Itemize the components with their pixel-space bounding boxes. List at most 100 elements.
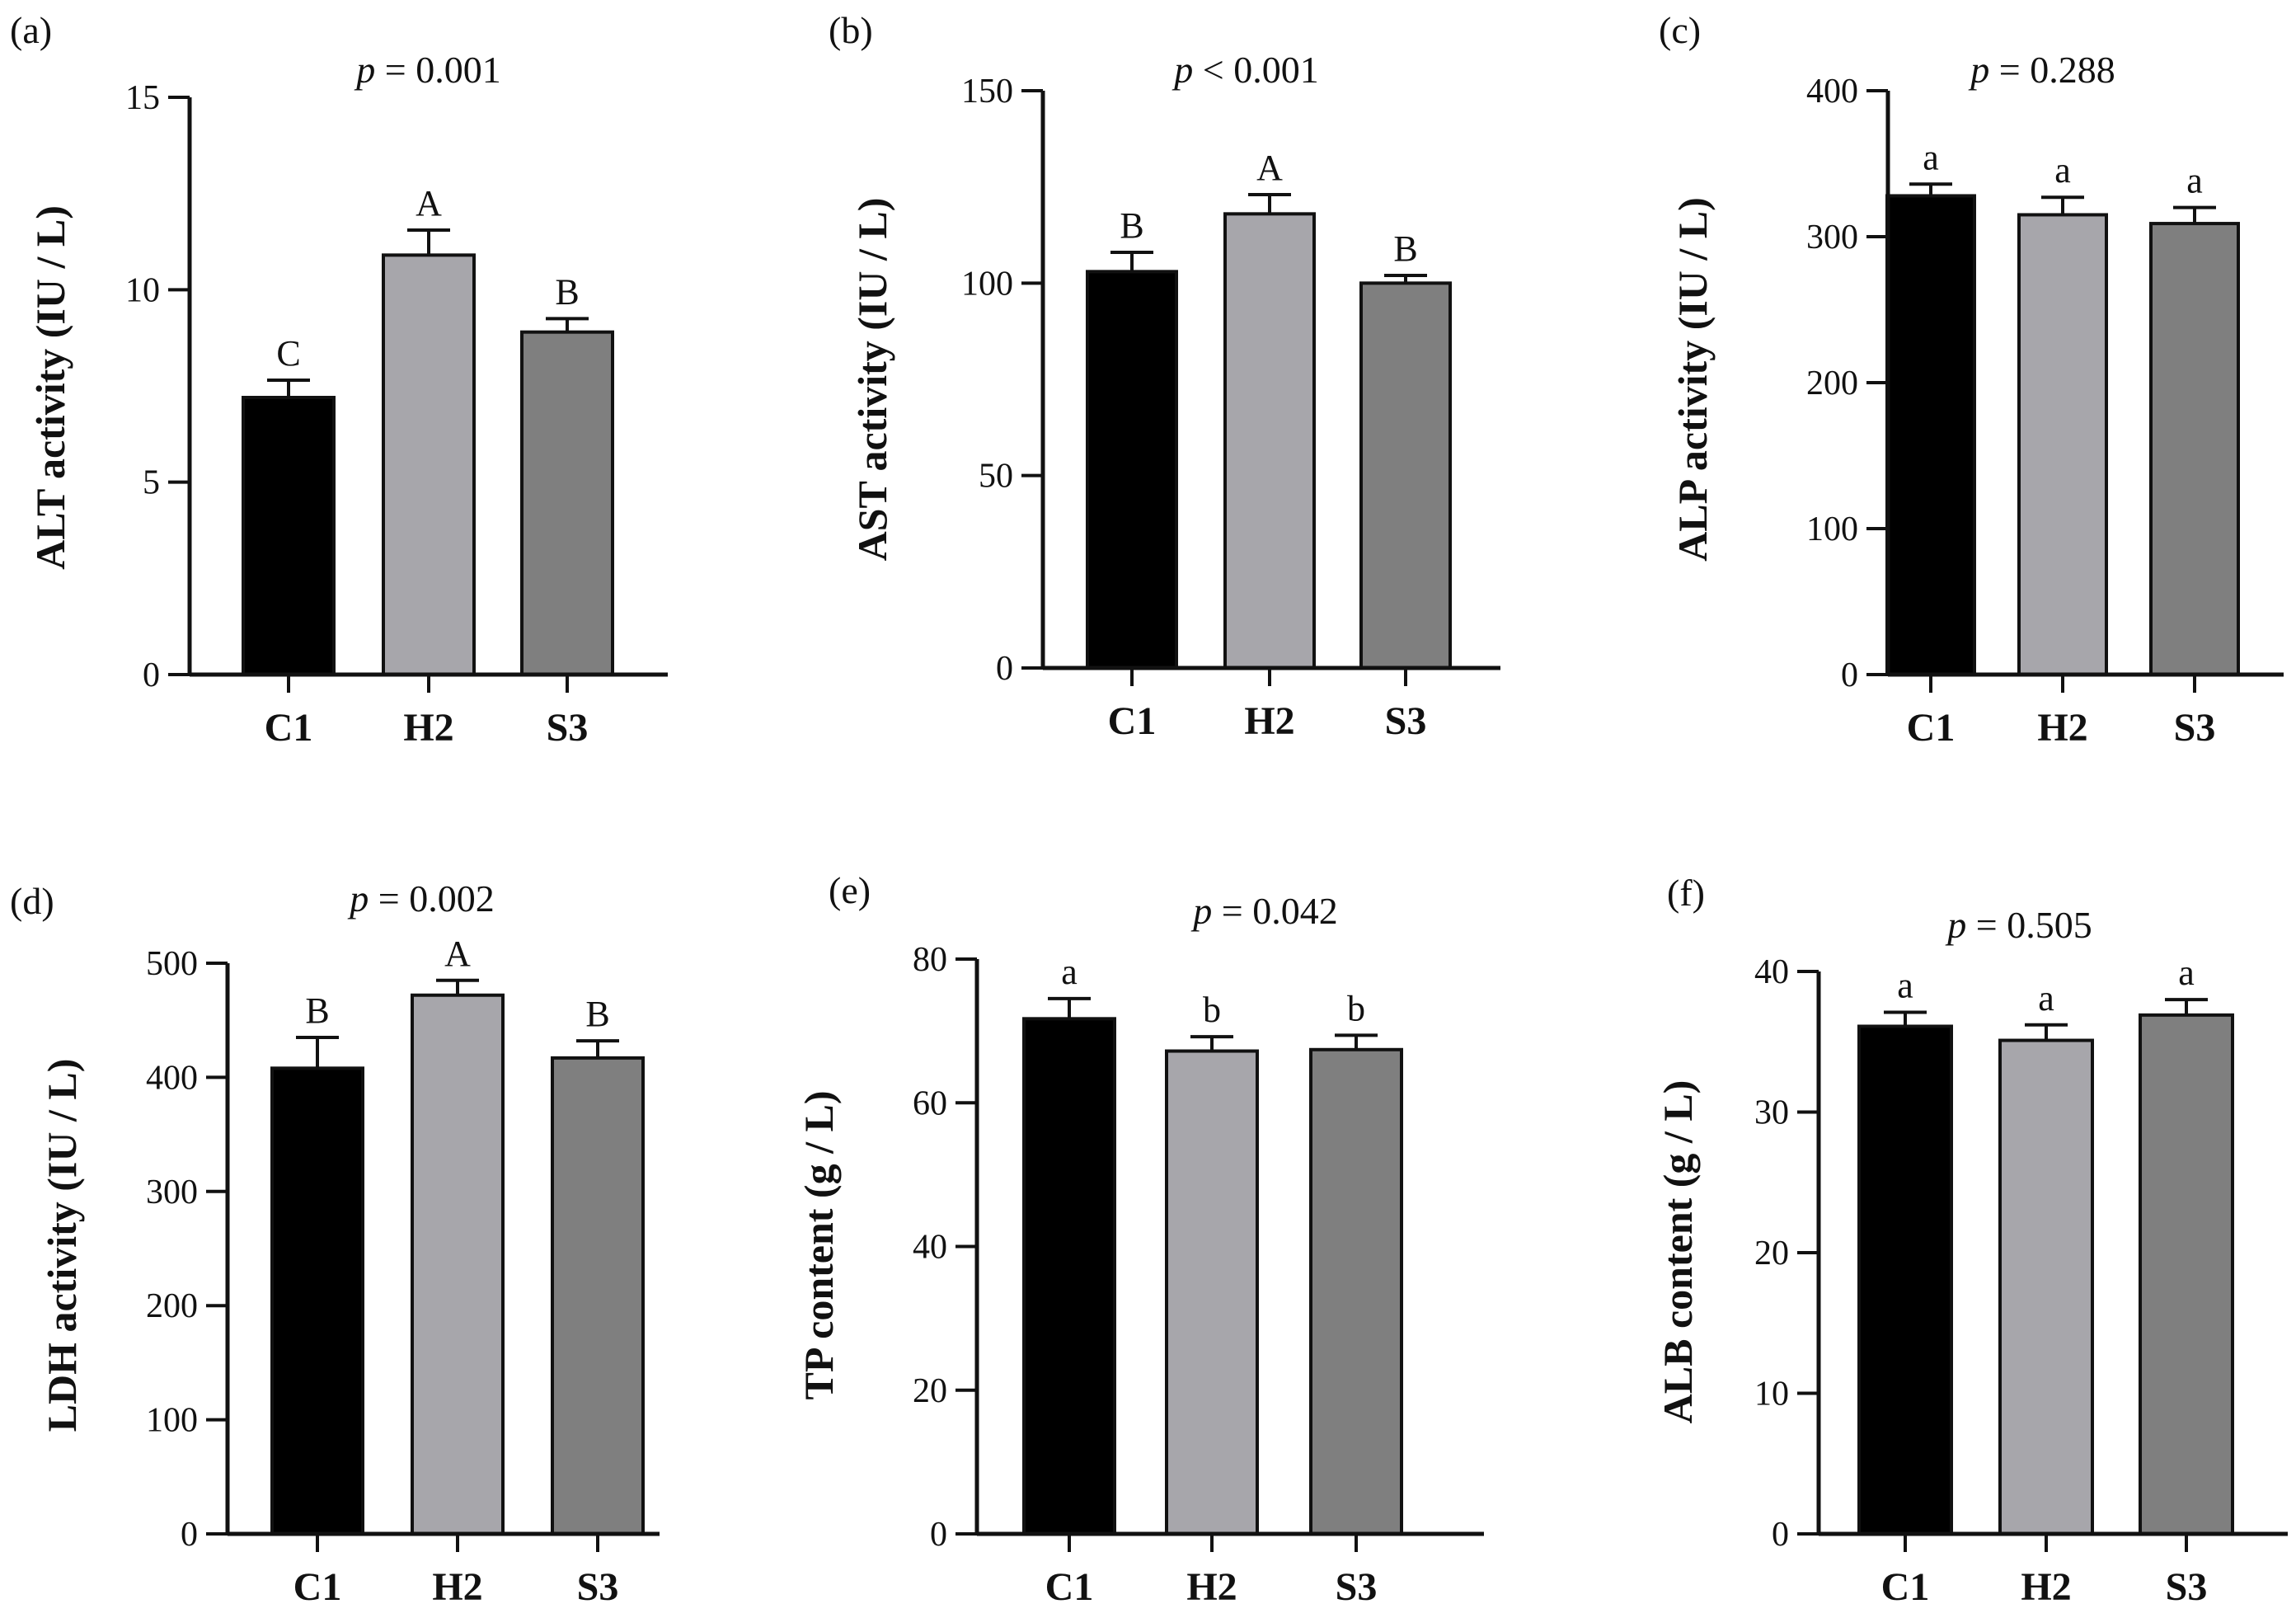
panel-label: (b) [829,9,873,51]
bar-C1 [1857,1024,1953,1536]
x-tick-label: S3 [1385,699,1427,743]
x-tick-label: S3 [577,1565,619,1609]
p-value-symbol: p [1171,49,1193,91]
x-tick-label: S3 [1336,1565,1378,1609]
x-tick-label: C1 [293,1565,342,1609]
panel-label: (a) [10,9,52,51]
chart-panel-2: (b) p < 0.001 AST activity (IU / L) B C1 A H2 B… [829,9,1500,743]
bar-H2 [382,253,476,676]
y-axis-label: LDH activity (IU / L) [39,1059,85,1432]
x-tick-label: C1 [1881,1565,1930,1609]
y-tick-label: 5 [143,464,160,502]
p-value-label: p = 0.001 [354,49,500,91]
y-tick-label: 100 [1806,510,1858,548]
y-tick-label: 80 [913,941,947,979]
y-tick-label: 40 [1754,953,1789,991]
y-tick-label: 400 [1806,73,1858,111]
panel-label: (f) [1667,872,1705,914]
significance-letter: B [1120,205,1143,246]
y-axis-label: ALT activity (IU / L) [27,205,73,570]
y-axis-label: ALP activity (IU / L) [1669,197,1716,562]
significance-letter: B [1393,228,1417,269]
significance-letter: a [2178,952,2195,993]
significance-letter: B [555,271,579,312]
significance-letter: A [416,183,442,223]
p-value-symbol: p [347,877,369,920]
significance-letter: a [2038,978,2054,1018]
significance-letter: b [1347,988,1365,1028]
panel-label: (e) [829,869,871,911]
y-tick-label: 400 [146,1059,198,1097]
bar-H2 [1165,1049,1259,1536]
significance-letter: a [2186,161,2203,201]
y-tick-label: 0 [930,1516,947,1554]
panel-label: (d) [10,880,54,922]
chart-panel-1: (a) p = 0.001 ALT activity (IU / L) C C1 A H2 B… [10,9,668,750]
x-tick-label: H2 [403,706,453,750]
x-tick-label: S3 [547,706,589,750]
y-tick-label: 0 [143,656,160,694]
y-tick-label: 150 [961,73,1013,111]
y-axis-label: AST activity (IU / L) [849,198,895,562]
x-tick-label: C1 [265,706,313,750]
x-tick-label: H2 [2021,1565,2071,1609]
significance-letter: a [1923,137,1939,177]
bar-S3 [1309,1047,1403,1536]
x-tick-label: S3 [2166,1565,2208,1609]
bar-C1 [1086,270,1178,670]
bar-C1 [1022,1017,1116,1536]
y-axis-label: TP content (g / L) [796,1091,842,1400]
chart-panel-4: (d) p = 0.002 LDH activity (IU / L) B C1 A H2 B… [10,877,660,1609]
significance-letter: a [2054,150,2071,190]
p-value-label: p = 0.288 [1968,49,2115,91]
y-tick-label: 20 [913,1372,947,1410]
y-tick-label: 10 [1754,1376,1789,1413]
y-tick-label: 0 [996,650,1013,688]
y-tick-label: 300 [146,1174,198,1211]
bar-C1 [1885,194,1976,676]
significance-letter: B [305,990,329,1031]
x-tick-label: C1 [1108,699,1157,743]
y-tick-label: 10 [125,271,160,309]
p-value-label: p < 0.001 [1171,49,1318,91]
chart-panel-3: (c) p = 0.288 ALP activity (IU / L) a C1 a H2 a… [1659,9,2284,750]
y-tick-label: 0 [1772,1516,1789,1554]
y-tick-label: 500 [146,945,198,983]
y-tick-label: 30 [1754,1094,1789,1132]
p-value-symbol: p [1190,890,1212,932]
x-tick-label: H2 [1186,1565,1237,1609]
bar-H2 [1998,1038,2094,1536]
y-tick-label: 0 [1841,656,1858,694]
bar-S3 [551,1056,645,1536]
y-tick-label: 200 [146,1287,198,1325]
bar-C1 [242,396,336,676]
y-tick-label: 100 [146,1402,198,1440]
significance-letter: a [1061,952,1078,992]
p-value-label: p = 0.042 [1190,890,1337,932]
p-value-symbol: p [354,49,375,91]
bar-S3 [520,330,614,676]
bar-H2 [1223,212,1316,670]
p-value-label: p = 0.505 [1945,904,2092,946]
x-tick-label: H2 [1244,699,1294,743]
x-tick-label: C1 [1045,1565,1094,1609]
panel-label: (c) [1659,9,1701,51]
bar-S3 [2139,1013,2234,1536]
chart-panel-6: (f) p = 0.505 ALB content (g / L) a C1 a H2 a S3… [1655,872,2288,1609]
x-tick-label: H2 [432,1565,482,1609]
y-tick-label: 60 [913,1084,947,1122]
bar-S3 [1359,281,1452,670]
y-tick-label: 15 [125,79,160,117]
y-tick-label: 100 [961,265,1013,303]
p-value-text: = 0.288 [1989,49,2115,91]
significance-letter: A [1256,148,1283,188]
bar-S3 [2149,222,2240,676]
y-tick-label: 50 [979,458,1013,496]
y-tick-label: 200 [1806,365,1858,402]
p-value-symbol: p [1945,904,1966,946]
bar-C1 [270,1066,364,1536]
bar-H2 [411,993,505,1536]
x-tick-label: S3 [2174,706,2216,750]
chart-panel-5: (e) p = 0.042 TP content (g / L) a C1 b H2 b S3 0… [796,869,1484,1609]
